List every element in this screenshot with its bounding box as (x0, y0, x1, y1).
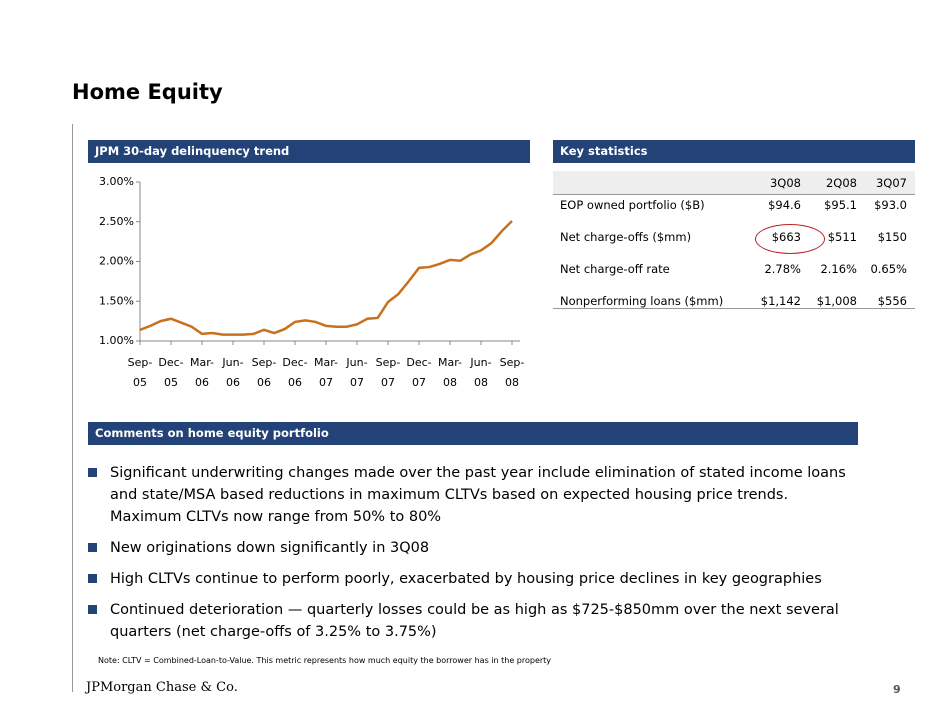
x-tick-label: Mar-08 (438, 356, 462, 389)
slide-title: Home Equity (72, 80, 223, 104)
row-label: EOP owned portfolio ($B) (560, 198, 705, 212)
x-tick-label: Sep-07 (376, 356, 401, 389)
x-tick-label: Jun-06 (221, 356, 243, 389)
column-header: 2Q08 (825, 176, 857, 190)
stat-value: $95.1 (824, 198, 857, 212)
y-tick-label: 1.50% (99, 294, 134, 307)
x-tick-label: Dec-07 (406, 356, 431, 389)
y-tick-label: 3.00% (99, 175, 134, 188)
x-tick-label: Dec-06 (282, 356, 307, 389)
row-label: Nonperforming loans ($mm) (560, 294, 724, 308)
page-number: 9 (893, 683, 901, 696)
row-label: Net charge-off rate (560, 262, 670, 276)
x-tick-label: Sep-06 (252, 356, 277, 389)
table-bottom-rule (553, 308, 915, 309)
highlight-circle (755, 224, 825, 254)
bullet: Significant underwriting changes made ov… (88, 462, 858, 528)
stats-heading: Key statistics (553, 140, 915, 163)
x-tick-label: Jun-08 (469, 356, 491, 389)
line-series (139, 220, 513, 336)
x-tick-label: Dec-05 (158, 356, 183, 389)
stat-value: $511 (827, 230, 857, 244)
row-label: Net charge-offs ($mm) (560, 230, 692, 244)
bullet: High CLTVs continue to perform poorly, e… (88, 568, 858, 590)
column-header: 3Q07 (875, 176, 907, 190)
stats-table: 3Q08 2Q08 3Q07 EOP owned portfolio ($B) $94.… (553, 171, 915, 311)
y-tick-label: 2.50% (99, 215, 134, 228)
left-rule (72, 124, 73, 692)
bullet-list: Significant underwriting changes made ov… (88, 462, 858, 652)
x-tick-label: Mar-07 (314, 356, 338, 389)
stat-value: $93.0 (874, 198, 907, 212)
bullet: New originations down significantly in 3… (88, 537, 858, 559)
stat-value: $1,142 (760, 294, 801, 308)
stat-value: 2.16% (820, 262, 857, 276)
footnote: Note: CLTV = Combined-Loan-to-Value. Thi… (98, 656, 552, 665)
chart-heading: JPM 30-day delinquency trend (88, 140, 530, 163)
stat-value: $556 (877, 294, 907, 308)
bullet: Continued deterioration — quarterly loss… (88, 599, 858, 643)
footer-brand: JPMorgan Chase & Co. (86, 680, 238, 695)
table-header-bg (553, 171, 915, 195)
y-tick-label: 1.00% (99, 334, 134, 347)
x-tick-label: Jun-07 (345, 356, 367, 389)
stat-value: 0.65% (870, 262, 907, 276)
stat-value: $1,008 (816, 294, 857, 308)
stat-value: $94.6 (768, 198, 801, 212)
x-tick-label: Sep-05 (128, 356, 153, 389)
comments-heading: Comments on home equity portfolio (88, 422, 858, 445)
x-tick-label: Mar-06 (190, 356, 214, 389)
column-header: 3Q08 (769, 176, 801, 190)
stat-value: $150 (877, 230, 907, 244)
stat-value: $663 (771, 230, 801, 244)
y-tick-label: 2.00% (99, 255, 134, 268)
stat-value: 2.78% (764, 262, 801, 276)
x-tick-label: Sep-08 (500, 356, 525, 389)
